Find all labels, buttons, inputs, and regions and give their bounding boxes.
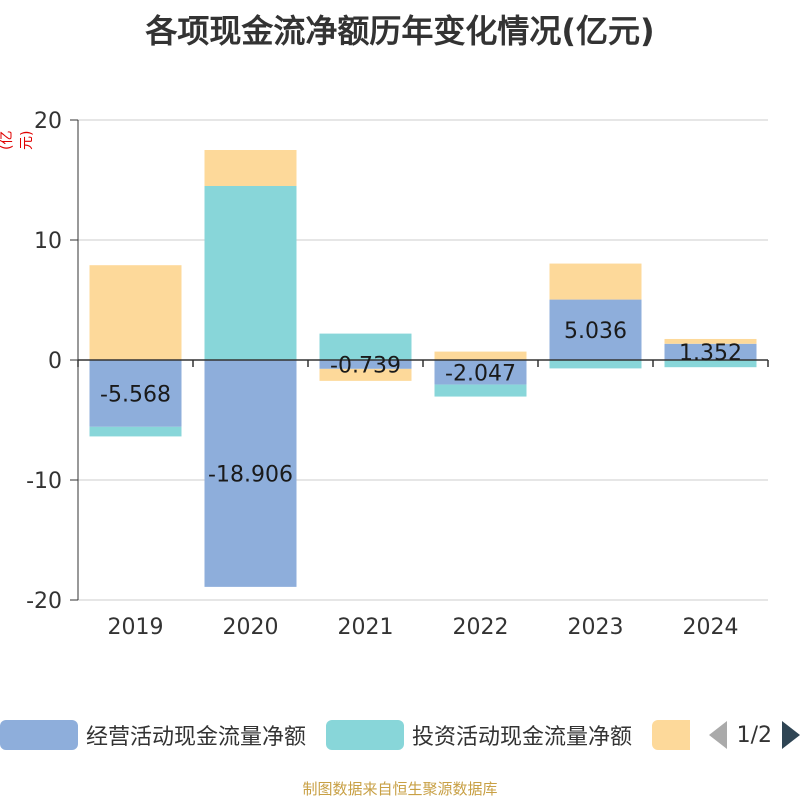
x-tick-label-2024: 2024 xyxy=(683,615,739,640)
bar-investing-2023 xyxy=(549,360,642,369)
bar-operating-2019 xyxy=(89,360,182,427)
bar-financing-2019 xyxy=(89,265,182,360)
bar-financing-2022 xyxy=(434,351,527,360)
legend-item-operating[interactable]: 经营活动现金流量净额 xyxy=(0,719,306,751)
legend-swatch-operating xyxy=(0,720,78,750)
bar-operating-2024 xyxy=(664,343,757,360)
prev-page-icon[interactable] xyxy=(708,721,727,749)
bar-operating-2022 xyxy=(434,360,527,385)
bar-investing-2024 xyxy=(664,360,757,368)
x-tick-label-2023: 2023 xyxy=(568,615,624,640)
legend: 经营活动现金流量净额 投资活动现金流量净额 xyxy=(0,716,800,754)
bar-investing-2022 xyxy=(434,384,527,397)
bar-investing-2021 xyxy=(319,333,412,360)
data-label-2024: 1.352 xyxy=(679,341,742,366)
data-label-2019: -5.568 xyxy=(100,382,171,407)
legend-item-investing[interactable]: 投资活动现金流量净额 xyxy=(326,719,632,751)
y-tick-label: 20 xyxy=(34,109,62,134)
y-tick-label: 0 xyxy=(48,349,62,374)
bar-operating-2020 xyxy=(204,360,297,587)
bar-financing-2023 xyxy=(549,263,642,300)
data-label-2023: 5.036 xyxy=(564,319,627,344)
y-tick-label: -20 xyxy=(26,589,62,614)
x-tick-label-2020: 2020 xyxy=(223,615,279,640)
data-label-2020: -18.906 xyxy=(208,462,293,487)
legend-page-indicator: 1/2 xyxy=(736,722,772,748)
bar-financing-2020 xyxy=(204,150,297,186)
x-tick-label-2021: 2021 xyxy=(338,615,394,640)
data-source-note: 制图数据来自恒生聚源数据库 xyxy=(302,780,498,798)
x-tick-label-2022: 2022 xyxy=(453,615,509,640)
next-page-icon[interactable] xyxy=(782,721,800,749)
legend-pager: 1/2 xyxy=(690,716,800,754)
bar-investing-2020 xyxy=(204,186,297,360)
bar-financing-2024 xyxy=(664,338,757,344)
legend-label-operating: 经营活动现金流量净额 xyxy=(86,725,307,750)
y-tick-label: 10 xyxy=(34,229,62,254)
legend-label-investing: 投资活动现金流量净额 xyxy=(412,725,633,750)
data-label-2021: -0.739 xyxy=(330,353,401,378)
chart-title: 各项现金流净额历年变化情况(亿元) xyxy=(145,12,655,50)
bar-financing-2021 xyxy=(319,368,412,381)
bar-chart: 20 10 0 -10 -20 2019 2020 2021 2022 2023 2024 -5.56… xyxy=(26,109,769,640)
legend-swatch-investing xyxy=(326,720,405,750)
bar-investing-2019 xyxy=(89,426,182,437)
y-tick-label: -10 xyxy=(26,469,62,494)
bar-operating-2021 xyxy=(319,360,412,369)
x-tick-label-2019: 2019 xyxy=(108,615,164,640)
data-label-2022: -2.047 xyxy=(445,361,516,386)
bar-operating-2023 xyxy=(549,299,642,360)
